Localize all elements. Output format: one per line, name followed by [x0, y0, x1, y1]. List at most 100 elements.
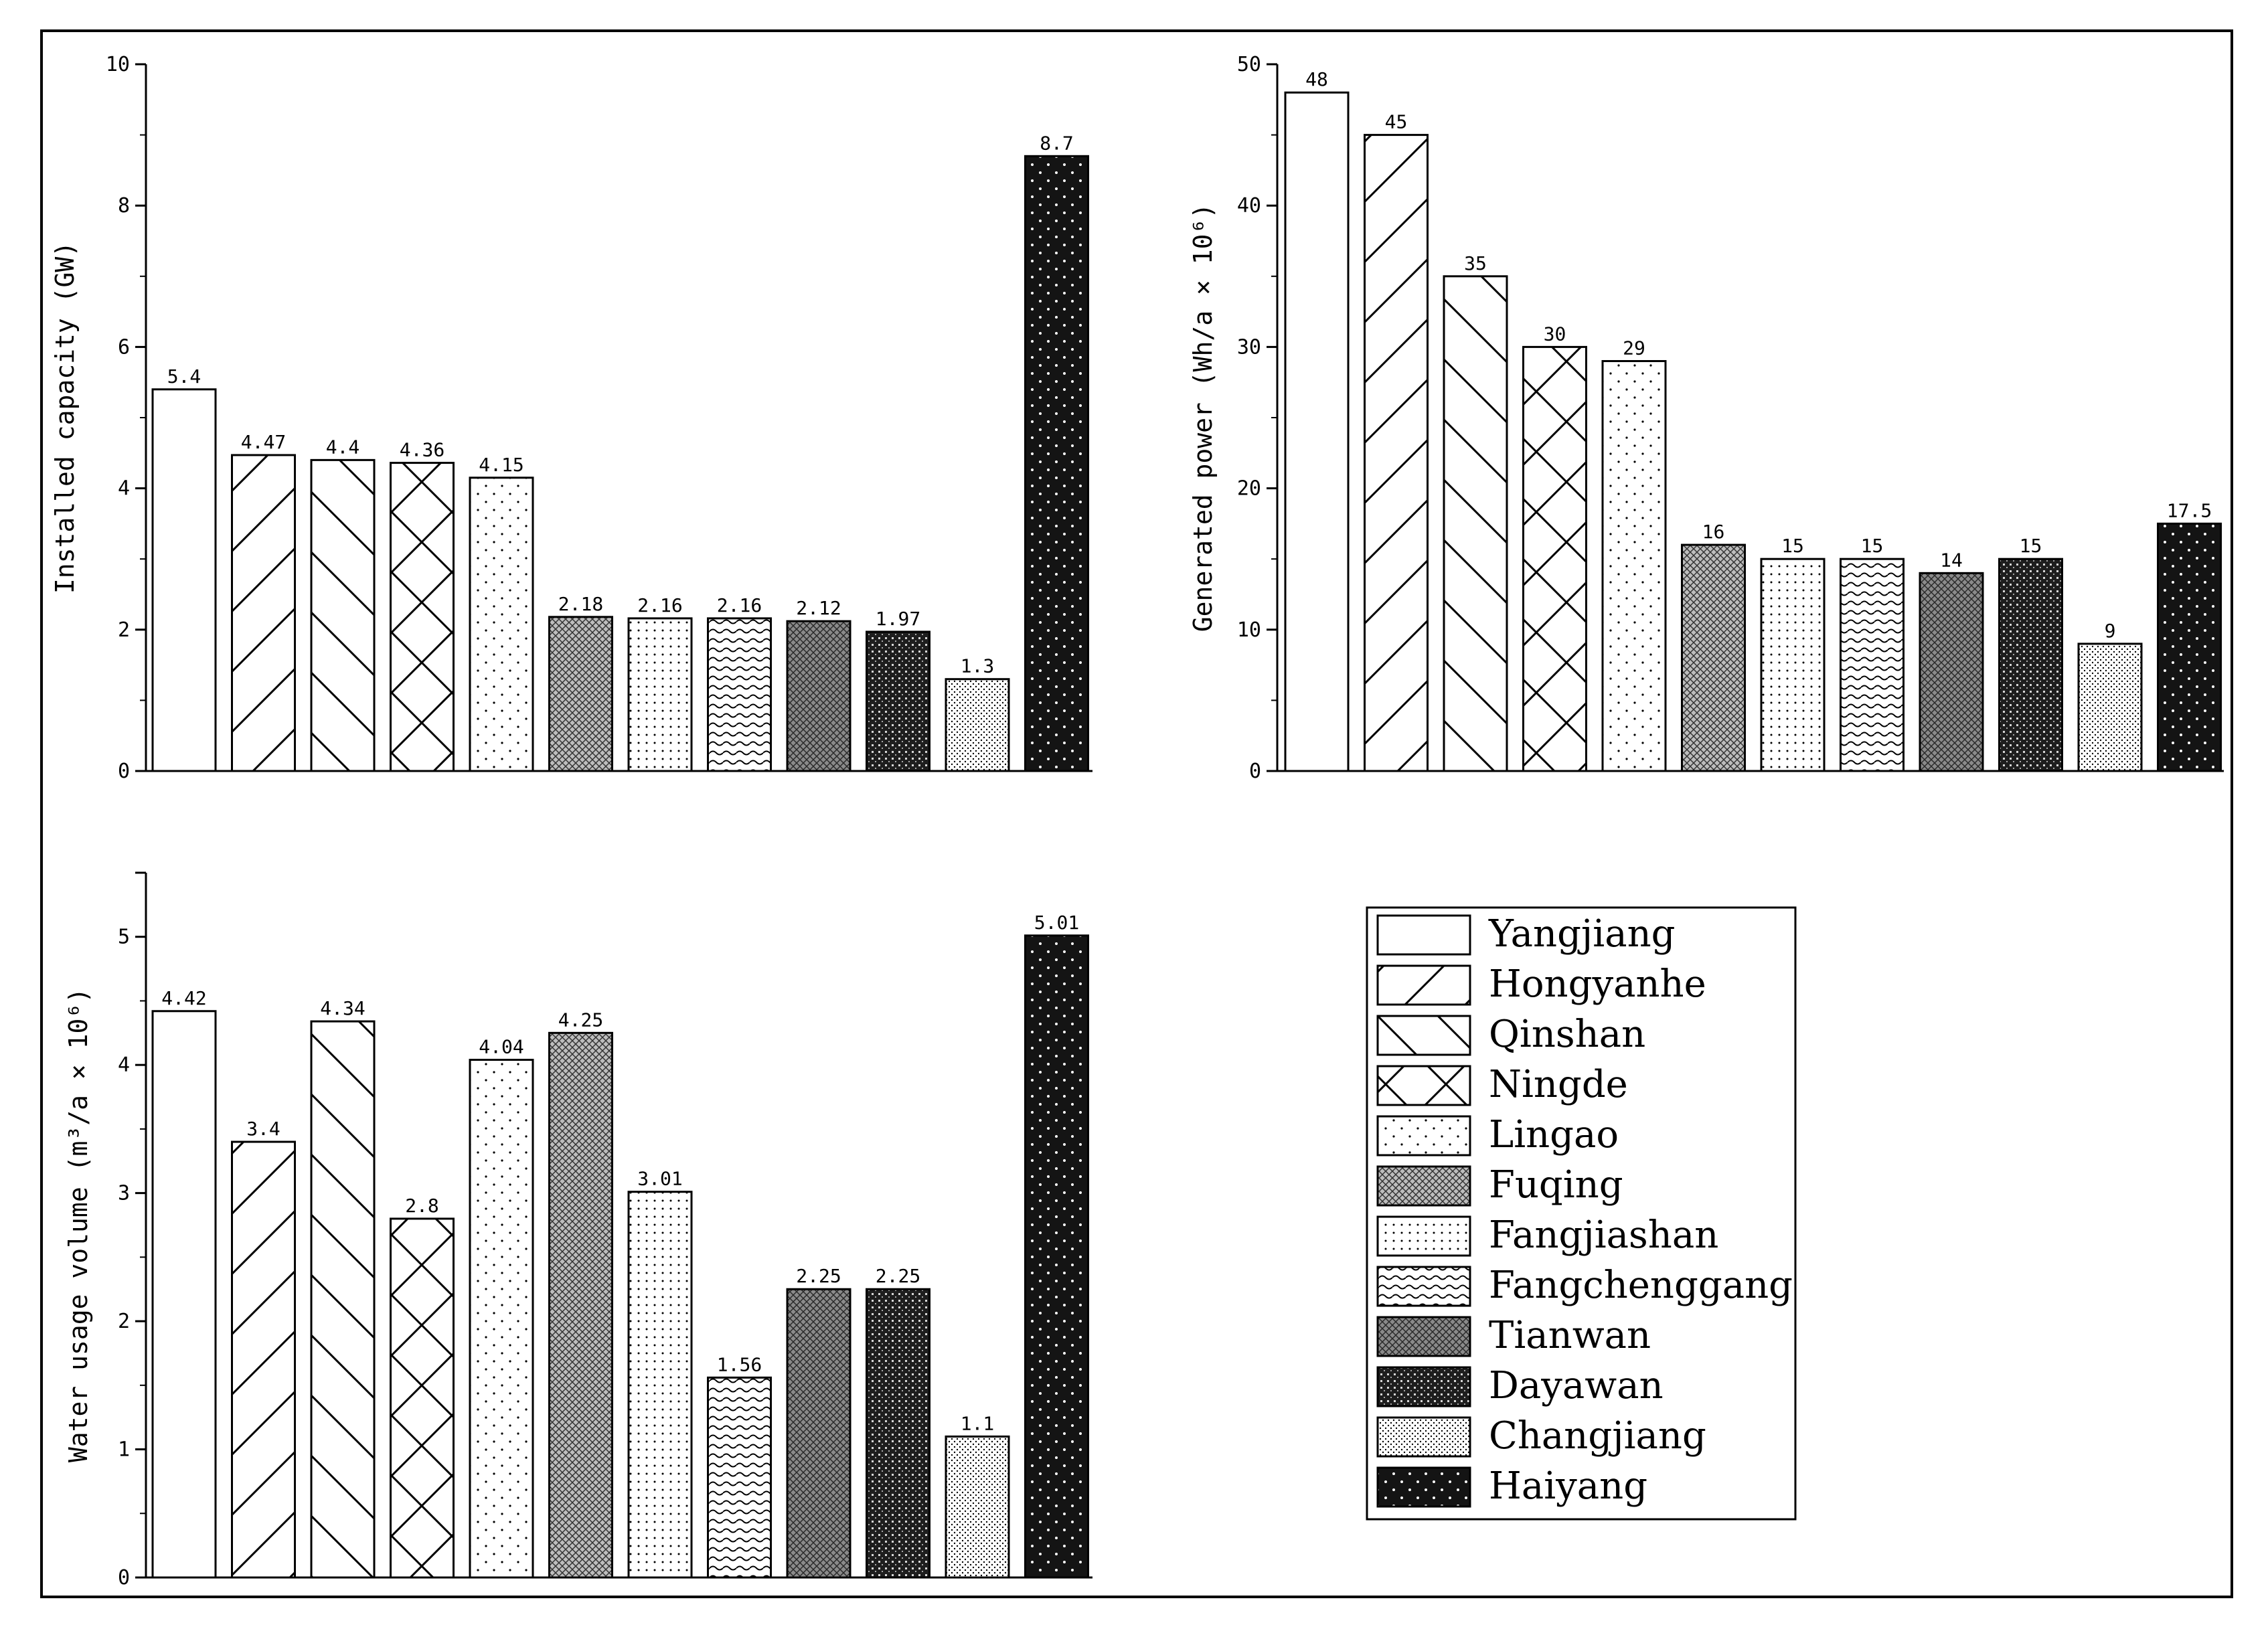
bar-fuqing: [548, 616, 613, 772]
legend-swatch-haiyang: [1376, 1466, 1471, 1508]
data-label-hongyanhe: 3.4: [246, 1118, 280, 1140]
bar-dayawan: [1998, 558, 2063, 772]
bar-fangchenggang: [1840, 558, 1905, 772]
data-label-yangjiang: 4.42: [161, 987, 206, 1009]
bar-haiyang: [1024, 155, 1089, 772]
y-tick-label: 30: [1237, 335, 1261, 359]
legend-label-yangjiang: Yangjiang: [1488, 912, 1676, 956]
bar-fangchenggang: [707, 617, 772, 772]
legend-label-tianwan: Tianwan: [1489, 1314, 1651, 1357]
y-tick-label: 2: [118, 618, 130, 642]
bar-yangjiang: [1284, 91, 1350, 772]
data-label-fuqing: 4.25: [558, 1009, 603, 1031]
bar-lingao: [469, 1059, 534, 1579]
legend-label-hongyanhe: Hongyanhe: [1489, 962, 1706, 1006]
data-label-dayawan: 15: [2020, 535, 2042, 557]
bar-hongyanhe: [1364, 134, 1429, 772]
data-label-fangjiashan: 2.16: [637, 594, 682, 616]
data-label-changjiang: 1.1: [961, 1412, 995, 1434]
bar-haiyang: [2157, 522, 2222, 772]
y-axis-title: Water usage volume (m³/a × 10⁶): [64, 988, 93, 1462]
bar-dayawan: [866, 630, 930, 772]
legend-swatch-hongyanhe: [1376, 964, 1471, 1006]
legend-label-lingao: Lingao: [1489, 1113, 1619, 1157]
data-label-fangchenggang: 2.16: [717, 594, 762, 616]
data-label-dayawan: 1.97: [876, 608, 920, 630]
y-tick-label: 3: [118, 1182, 130, 1205]
bar-haiyang: [1024, 934, 1089, 1579]
data-label-qinshan: 4.34: [320, 997, 365, 1019]
y-tick-label: 0: [1249, 760, 1261, 783]
y-tick-label: 4: [118, 1053, 130, 1077]
bar-changjiang: [945, 1435, 1010, 1579]
data-label-lingao: 4.15: [479, 454, 523, 476]
data-label-fuqing: 16: [1702, 521, 1725, 543]
data-label-tianwan: 2.25: [796, 1265, 841, 1287]
legend: Yangjiang Hongyanhe Qinshan Ningde Lingao Fuq…: [1366, 906, 1797, 1521]
installed-capacity-chart: 0 2 4 6 8 10 Installed capacity (GW) 5.4 4.47 4.4…: [50, 53, 1092, 783]
data-label-tianwan: 2.12: [796, 597, 841, 619]
y-axis-title: Installed capacity (GW): [50, 242, 80, 594]
legend-swatch-fangchenggang: [1376, 1266, 1471, 1307]
data-label-qinshan: 35: [1464, 252, 1487, 274]
bar-ningde: [1522, 345, 1587, 772]
bar-qinshan: [310, 1020, 376, 1579]
data-label-hongyanhe: 45: [1385, 111, 1408, 133]
bar-hongyanhe: [231, 1140, 296, 1579]
data-label-yangjiang: 48: [1305, 68, 1328, 90]
legend-swatch-tianwan: [1376, 1316, 1471, 1357]
legend-label-fuqing: Fuqing: [1489, 1163, 1623, 1207]
legend-label-haiyang: Haiyang: [1489, 1464, 1647, 1508]
y-tick-label: 0: [118, 760, 130, 783]
legend-swatch-dayawan: [1376, 1366, 1471, 1407]
bar-tianwan: [1919, 572, 1984, 772]
bar-hongyanhe: [231, 454, 296, 772]
data-label-ningde: 4.36: [400, 439, 444, 461]
legend-swatch-yangjiang: [1376, 914, 1471, 956]
bar-fangjiashan: [1760, 558, 1826, 772]
bar-fuqing: [1681, 543, 1746, 772]
bar-lingao: [469, 477, 534, 772]
legend-label-changjiang: Changjiang: [1489, 1414, 1706, 1458]
bar-ningde: [390, 462, 455, 772]
bar-lingao: [1601, 360, 1667, 772]
y-tick-label: 0: [118, 1566, 130, 1590]
y-tick-label: 4: [118, 477, 130, 501]
data-label-ningde: 30: [1544, 323, 1566, 345]
bar-yangjiang: [151, 388, 217, 772]
data-label-hongyanhe: 4.47: [241, 431, 286, 453]
data-label-haiyang: 17.5: [2167, 499, 2212, 521]
y-axis-title: Generated power (Wh/a × 10⁶): [1188, 203, 1218, 632]
data-label-dayawan: 2.25: [876, 1265, 920, 1287]
data-label-changjiang: 1.3: [961, 655, 995, 677]
y-tick-label: 8: [118, 194, 130, 218]
data-label-fangjiashan: 15: [1781, 535, 1804, 557]
legend-label-fangjiashan: Fangjiashan: [1489, 1213, 1718, 1257]
generated-power-chart: 0 10 20 30 40 50 Generated power (Wh/a × 10⁶) 4…: [1188, 53, 2224, 783]
y-tick-label: 2: [118, 1310, 130, 1333]
legend-swatch-qinshan: [1376, 1015, 1471, 1056]
data-label-lingao: 29: [1623, 337, 1645, 359]
data-label-tianwan: 14: [1940, 549, 1963, 571]
y-tick-label: 40: [1237, 194, 1261, 218]
data-label-fangchenggang: 15: [1861, 535, 1884, 557]
data-label-lingao: 4.04: [479, 1036, 523, 1058]
legend-label-fangchenggang: Fangchenggang: [1489, 1264, 1793, 1307]
y-tick-label: 1: [118, 1438, 130, 1462]
data-label-ningde: 2.8: [405, 1195, 439, 1217]
bar-tianwan: [786, 1288, 852, 1579]
data-label-qinshan: 4.4: [326, 436, 360, 458]
bar-fangjiashan: [627, 1191, 693, 1579]
bar-qinshan: [1443, 275, 1508, 772]
bar-ningde: [390, 1217, 455, 1579]
data-label-haiyang: 8.7: [1040, 132, 1074, 154]
legend-swatch-changjiang: [1376, 1416, 1471, 1458]
data-label-changjiang: 9: [2105, 620, 2116, 642]
y-tick-label: 50: [1237, 53, 1261, 76]
legend-label-qinshan: Qinshan: [1489, 1013, 1645, 1056]
legend-swatch-fuqing: [1376, 1165, 1471, 1207]
bar-changjiang: [2077, 643, 2143, 772]
y-tick-label: 10: [106, 53, 130, 76]
bar-changjiang: [945, 678, 1010, 772]
